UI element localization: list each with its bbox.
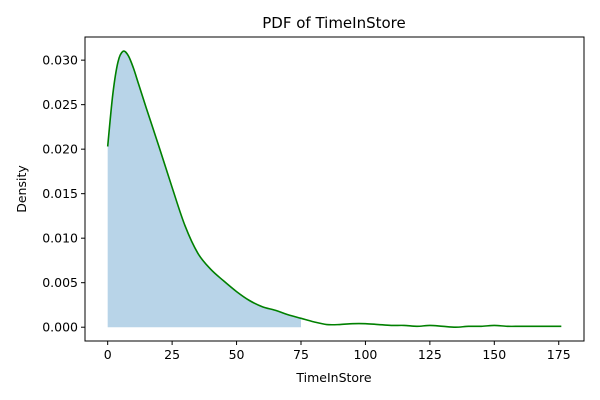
y-tick-label: 0.015 [42, 186, 78, 201]
x-tick-label: 175 [547, 347, 571, 362]
x-axis-title: TimeInStore [295, 370, 372, 385]
y-tick-label: 0.010 [42, 231, 78, 246]
y-tick-label: 0.030 [42, 53, 78, 68]
density-area-fill [107, 51, 301, 328]
y-tick-label: 0.000 [42, 320, 78, 335]
x-tick-label: 25 [164, 347, 180, 362]
y-tick-label: 0.025 [42, 97, 78, 112]
x-tick-label: 75 [293, 347, 309, 362]
x-axis: 0 25 50 75 100 125 150 175 [104, 341, 571, 362]
plot-area [106, 50, 562, 329]
x-tick-label: 100 [354, 347, 378, 362]
y-tick-label: 0.020 [42, 142, 78, 157]
x-tick-label: 50 [229, 347, 245, 362]
plot-frame [84, 36, 585, 342]
y-tick-label: 0.005 [42, 275, 78, 290]
x-tick-label: 125 [418, 347, 442, 362]
x-tick-label: 0 [104, 347, 112, 362]
y-axis: 0.000 0.005 0.010 0.015 0.020 0.025 0.030 [42, 53, 85, 335]
x-tick-label: 150 [482, 347, 506, 362]
y-axis-title: Density [14, 165, 29, 213]
chart-title: PDF of TimeInStore [262, 14, 406, 32]
density-curve [106, 50, 562, 329]
